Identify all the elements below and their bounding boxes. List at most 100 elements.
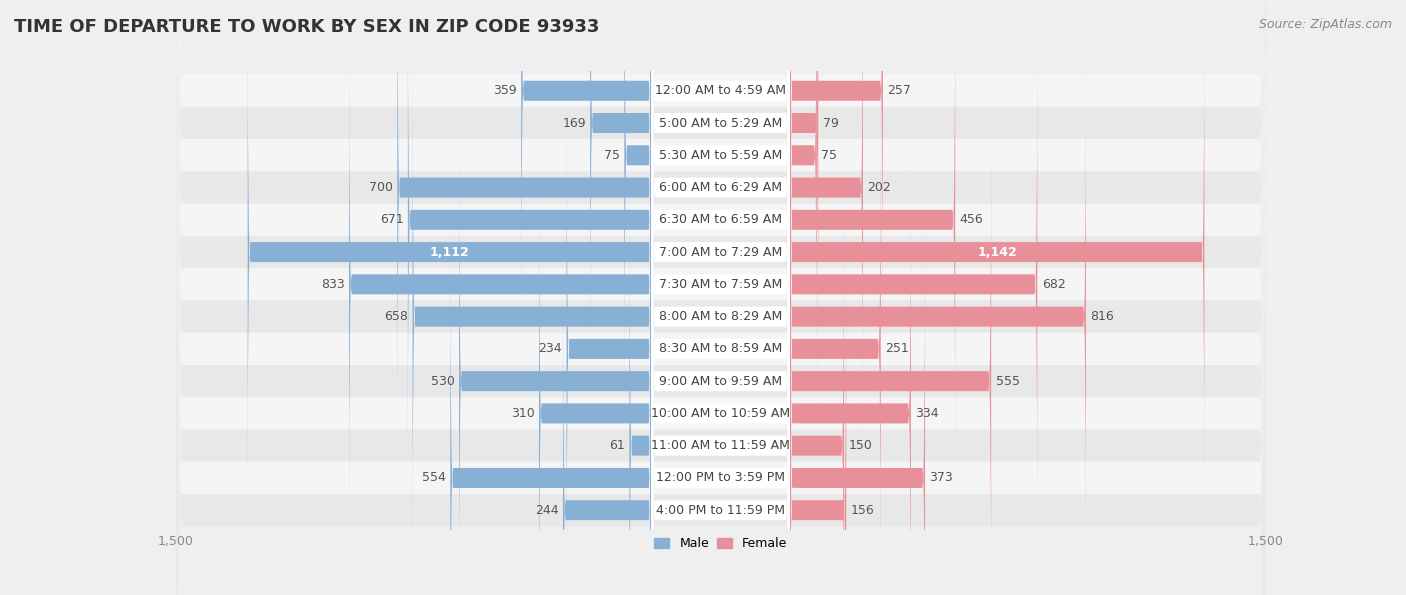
FancyBboxPatch shape (630, 198, 651, 595)
Text: 700: 700 (368, 181, 392, 194)
FancyBboxPatch shape (790, 262, 846, 595)
Text: 7:00 AM to 7:29 AM: 7:00 AM to 7:29 AM (659, 246, 782, 259)
FancyBboxPatch shape (408, 0, 651, 468)
Text: 244: 244 (534, 504, 558, 516)
FancyBboxPatch shape (591, 0, 651, 371)
Text: 833: 833 (321, 278, 344, 291)
FancyBboxPatch shape (651, 165, 790, 595)
FancyBboxPatch shape (651, 36, 790, 595)
FancyBboxPatch shape (790, 68, 1085, 565)
Text: 61: 61 (609, 439, 626, 452)
FancyBboxPatch shape (651, 0, 790, 468)
FancyBboxPatch shape (398, 0, 651, 436)
FancyBboxPatch shape (790, 0, 955, 468)
Text: 9:00 AM to 9:59 AM: 9:00 AM to 9:59 AM (659, 375, 782, 387)
FancyBboxPatch shape (790, 0, 863, 436)
Text: 8:30 AM to 8:59 AM: 8:30 AM to 8:59 AM (659, 342, 782, 355)
FancyBboxPatch shape (790, 230, 925, 595)
Text: 1,142: 1,142 (977, 246, 1017, 259)
FancyBboxPatch shape (176, 0, 1265, 595)
FancyBboxPatch shape (651, 0, 790, 565)
FancyBboxPatch shape (176, 0, 1265, 595)
FancyBboxPatch shape (651, 0, 790, 403)
FancyBboxPatch shape (651, 133, 790, 595)
Text: 150: 150 (848, 439, 872, 452)
FancyBboxPatch shape (651, 198, 790, 595)
FancyBboxPatch shape (651, 0, 790, 436)
Text: 10:00 AM to 10:59 AM: 10:00 AM to 10:59 AM (651, 407, 790, 420)
Text: 1,112: 1,112 (430, 246, 470, 259)
Text: 816: 816 (1090, 310, 1114, 323)
FancyBboxPatch shape (651, 4, 790, 595)
Text: 555: 555 (995, 375, 1019, 387)
FancyBboxPatch shape (562, 262, 651, 595)
Text: 5:30 AM to 5:59 AM: 5:30 AM to 5:59 AM (659, 149, 782, 162)
FancyBboxPatch shape (790, 101, 880, 595)
Text: 234: 234 (538, 342, 562, 355)
Text: 6:00 AM to 6:29 AM: 6:00 AM to 6:29 AM (659, 181, 782, 194)
Text: 671: 671 (380, 214, 404, 226)
Text: 310: 310 (510, 407, 534, 420)
Text: TIME OF DEPARTURE TO WORK BY SEX IN ZIP CODE 93933: TIME OF DEPARTURE TO WORK BY SEX IN ZIP … (14, 18, 599, 36)
Text: 75: 75 (605, 149, 620, 162)
FancyBboxPatch shape (538, 165, 651, 595)
FancyBboxPatch shape (522, 0, 651, 339)
Text: 456: 456 (959, 214, 983, 226)
FancyBboxPatch shape (790, 165, 911, 595)
FancyBboxPatch shape (651, 0, 790, 500)
Text: 202: 202 (868, 181, 891, 194)
Text: 658: 658 (384, 310, 408, 323)
FancyBboxPatch shape (790, 4, 1205, 500)
FancyBboxPatch shape (176, 0, 1265, 595)
Text: Source: ZipAtlas.com: Source: ZipAtlas.com (1258, 18, 1392, 31)
FancyBboxPatch shape (176, 0, 1265, 595)
Text: 156: 156 (851, 504, 875, 516)
FancyBboxPatch shape (790, 36, 1038, 533)
Text: 11:00 AM to 11:59 AM: 11:00 AM to 11:59 AM (651, 439, 790, 452)
Text: 12:00 AM to 4:59 AM: 12:00 AM to 4:59 AM (655, 84, 786, 97)
FancyBboxPatch shape (567, 101, 651, 595)
Text: 6:30 AM to 6:59 AM: 6:30 AM to 6:59 AM (659, 214, 782, 226)
FancyBboxPatch shape (790, 0, 817, 403)
Text: 79: 79 (823, 117, 838, 130)
Text: 12:00 PM to 3:59 PM: 12:00 PM to 3:59 PM (657, 471, 785, 484)
Text: 251: 251 (886, 342, 908, 355)
Text: 530: 530 (430, 375, 454, 387)
FancyBboxPatch shape (651, 0, 790, 595)
Text: 169: 169 (562, 117, 586, 130)
FancyBboxPatch shape (247, 4, 651, 500)
Text: 7:30 AM to 7:59 AM: 7:30 AM to 7:59 AM (659, 278, 782, 291)
Text: 257: 257 (887, 84, 911, 97)
Text: 373: 373 (929, 471, 953, 484)
FancyBboxPatch shape (176, 0, 1265, 595)
FancyBboxPatch shape (458, 133, 651, 595)
FancyBboxPatch shape (176, 0, 1265, 595)
Text: 75: 75 (821, 149, 837, 162)
FancyBboxPatch shape (176, 0, 1265, 595)
FancyBboxPatch shape (176, 0, 1265, 595)
FancyBboxPatch shape (790, 0, 818, 371)
Text: 4:00 PM to 11:59 PM: 4:00 PM to 11:59 PM (657, 504, 785, 516)
FancyBboxPatch shape (412, 68, 651, 565)
FancyBboxPatch shape (176, 0, 1265, 595)
Text: 5:00 AM to 5:29 AM: 5:00 AM to 5:29 AM (659, 117, 782, 130)
FancyBboxPatch shape (176, 0, 1265, 595)
FancyBboxPatch shape (349, 36, 651, 533)
Text: 359: 359 (494, 84, 517, 97)
Text: 554: 554 (422, 471, 446, 484)
FancyBboxPatch shape (176, 0, 1265, 595)
FancyBboxPatch shape (176, 0, 1265, 595)
FancyBboxPatch shape (651, 0, 790, 533)
FancyBboxPatch shape (450, 230, 651, 595)
FancyBboxPatch shape (176, 0, 1265, 595)
Legend: Male, Female: Male, Female (650, 533, 792, 555)
FancyBboxPatch shape (790, 198, 844, 595)
Text: 8:00 AM to 8:29 AM: 8:00 AM to 8:29 AM (659, 310, 782, 323)
FancyBboxPatch shape (624, 0, 651, 403)
FancyBboxPatch shape (790, 133, 991, 595)
Text: 334: 334 (915, 407, 939, 420)
FancyBboxPatch shape (790, 0, 883, 339)
FancyBboxPatch shape (651, 101, 790, 595)
FancyBboxPatch shape (651, 68, 790, 595)
FancyBboxPatch shape (176, 0, 1265, 595)
